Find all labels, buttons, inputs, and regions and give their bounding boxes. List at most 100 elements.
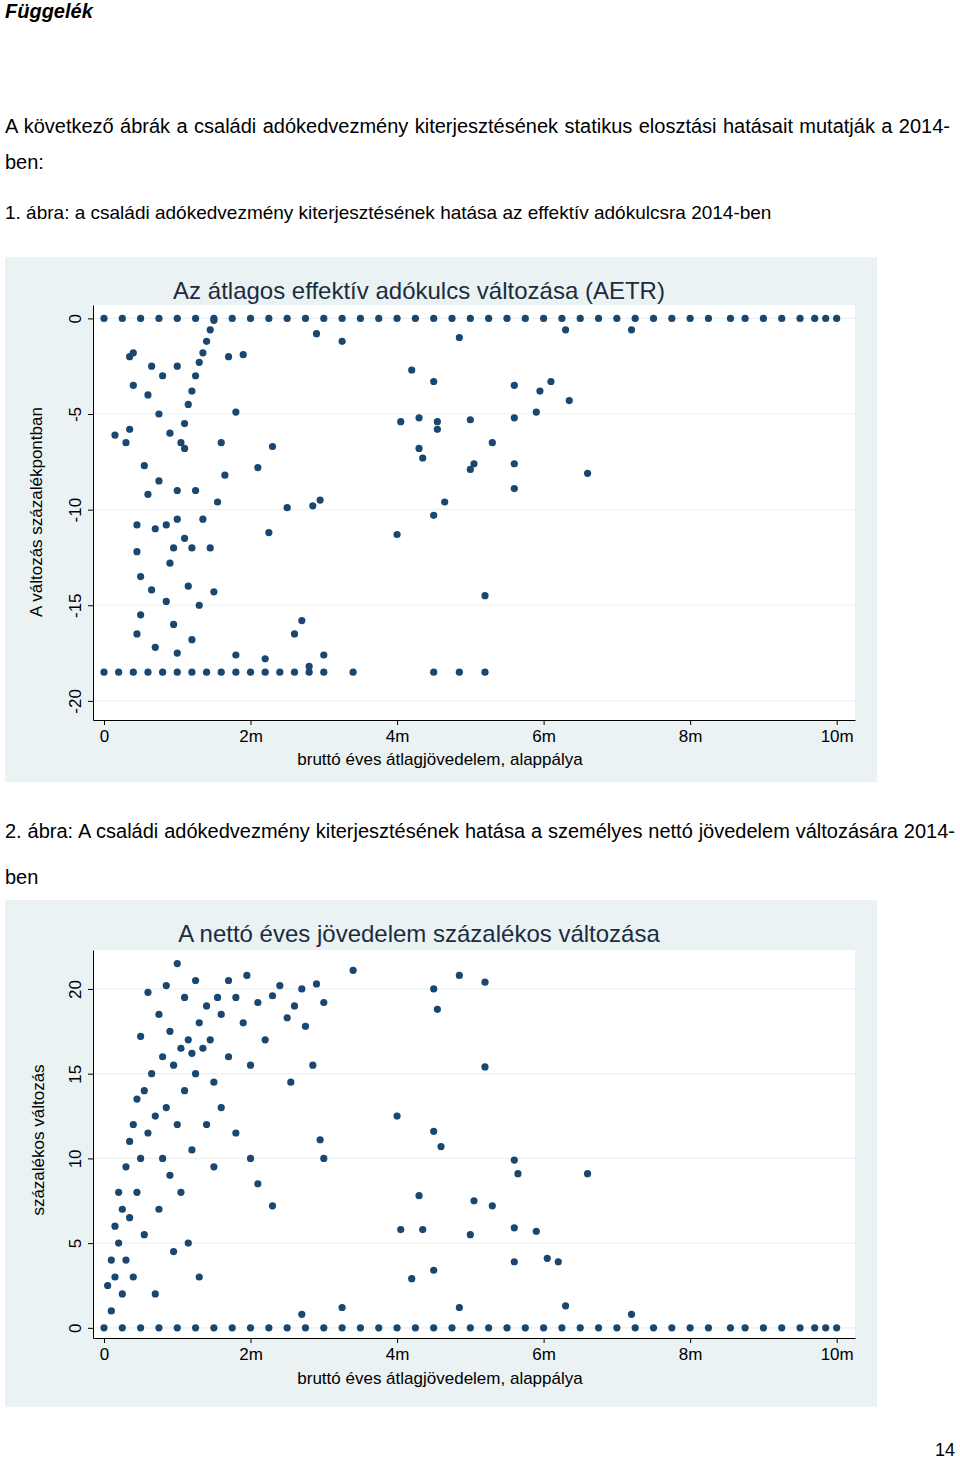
- y-tick-mark: [88, 1328, 93, 1329]
- page-number: 14: [900, 1440, 955, 1461]
- scatter-point: [540, 1324, 547, 1331]
- scatter-point: [174, 649, 181, 656]
- scatter-point: [133, 630, 140, 637]
- scatter-point: [397, 1226, 404, 1233]
- y-tick-mark: [88, 1158, 93, 1159]
- scatter-point: [122, 1256, 129, 1263]
- scatter-point: [152, 644, 159, 651]
- scatter-point: [126, 426, 133, 433]
- scatter-point: [141, 462, 148, 469]
- x-tick-mark: [837, 1338, 838, 1343]
- x-tick: 6m: [532, 1338, 556, 1364]
- scatter-point: [511, 485, 518, 492]
- y-axis-title: százalékos változás: [29, 1064, 48, 1215]
- scatter-point: [196, 1019, 203, 1026]
- scatter-point: [741, 1324, 748, 1331]
- scatter-point: [511, 1156, 518, 1163]
- x-tick-label: 10m: [821, 1345, 854, 1364]
- scatter-point: [547, 378, 554, 385]
- y-tick-label: -15: [66, 593, 85, 618]
- scatter-point: [339, 1304, 346, 1311]
- scatter-point: [185, 1036, 192, 1043]
- scatter-point: [632, 1324, 639, 1331]
- scatter-point: [185, 1240, 192, 1247]
- scatter-point: [613, 1324, 620, 1331]
- scatter-point: [144, 1129, 151, 1136]
- scatter-point: [522, 315, 529, 322]
- scatter-point: [122, 1163, 129, 1170]
- y-tick: 10: [66, 1149, 93, 1168]
- scatter-point: [159, 372, 166, 379]
- scatter-point: [185, 401, 192, 408]
- scatter-point: [137, 573, 144, 580]
- scatter-point: [430, 669, 437, 676]
- y-tick-label: 5: [66, 1239, 85, 1248]
- scatter-point: [481, 669, 488, 676]
- x-tick-label: 0: [100, 727, 109, 746]
- scatter-point: [448, 1324, 455, 1331]
- scatter-point: [148, 1070, 155, 1077]
- x-tick-label: 0: [100, 1345, 109, 1364]
- scatter-point: [595, 1324, 602, 1331]
- scatter-point: [218, 669, 225, 676]
- scatter-point: [741, 315, 748, 322]
- scatter-point: [115, 669, 122, 676]
- scatter-point: [503, 315, 510, 322]
- scatter-point: [320, 669, 327, 676]
- scatter-point: [415, 414, 422, 421]
- y-tick-label: -5: [66, 407, 85, 422]
- scatter-point: [309, 502, 316, 509]
- scatter-point: [159, 669, 166, 676]
- scatter-point: [489, 1202, 496, 1209]
- scatter-point: [199, 516, 206, 523]
- scatter-point: [269, 1202, 276, 1209]
- scatter-point: [284, 1324, 291, 1331]
- scatter-point: [430, 1128, 437, 1135]
- scatter-point: [137, 1033, 144, 1040]
- y-tick-label: -10: [66, 498, 85, 523]
- x-tick: 2m: [239, 720, 263, 746]
- y-tick-label: 0: [66, 1324, 85, 1333]
- scatter-point: [430, 1324, 437, 1331]
- scatter-point: [302, 1023, 309, 1030]
- scatter-point: [210, 1079, 217, 1086]
- scatter-point: [727, 315, 734, 322]
- scatter-point: [668, 315, 675, 322]
- scatter-point: [287, 1079, 294, 1086]
- x-axis-title: bruttó éves átlagjövedelem, alappálya: [297, 750, 583, 769]
- scatter-point: [210, 588, 217, 595]
- y-tick: 0: [66, 314, 93, 323]
- scatter-point: [544, 1255, 551, 1262]
- scatter-point: [159, 1155, 166, 1162]
- scatter-point: [163, 598, 170, 605]
- scatter-point: [108, 1256, 115, 1263]
- scatter-point: [207, 326, 214, 333]
- scatter-point: [240, 1019, 247, 1026]
- scatter-point: [130, 349, 137, 356]
- scatter-point: [181, 445, 188, 452]
- points: [100, 960, 840, 1331]
- points: [100, 315, 840, 676]
- y-tick: -10: [66, 498, 93, 523]
- x-tick-mark: [690, 720, 691, 725]
- scatter-point: [796, 1324, 803, 1331]
- scatter-point: [650, 315, 657, 322]
- y-tick-mark: [88, 989, 93, 990]
- x-tick-label: 2m: [239, 1345, 263, 1364]
- scatter-point: [291, 630, 298, 637]
- scatter-point: [155, 410, 162, 417]
- scatter-point: [247, 1155, 254, 1162]
- scatter-point: [419, 1226, 426, 1233]
- scatter-point: [467, 1324, 474, 1331]
- scatter-point: [320, 1324, 327, 1331]
- scatter-point: [562, 326, 569, 333]
- scatter-point: [210, 1163, 217, 1170]
- scatter-point: [133, 1096, 140, 1103]
- scatter-point: [511, 414, 518, 421]
- scatter-point: [833, 315, 840, 322]
- scatter-point: [298, 985, 305, 992]
- scatter-point: [265, 529, 272, 536]
- scatter-point: [269, 992, 276, 999]
- scatter-point: [188, 1146, 195, 1153]
- grid-line: [93, 1158, 855, 1159]
